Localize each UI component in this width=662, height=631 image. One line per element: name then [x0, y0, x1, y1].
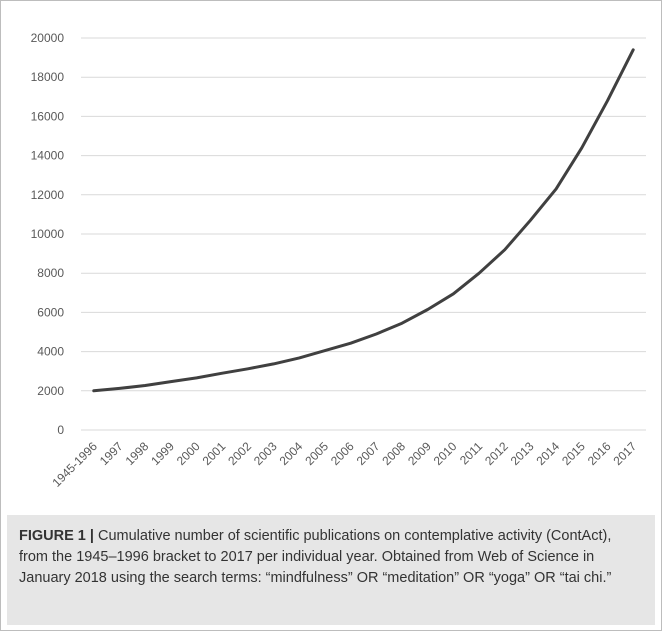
- x-tick-label: 2016: [585, 439, 614, 468]
- y-tick-label: 20000: [31, 31, 65, 45]
- data-point: [632, 49, 634, 51]
- x-tick-label: 2015: [559, 439, 588, 468]
- data-point: [401, 322, 403, 324]
- x-tick-label: 2014: [533, 439, 562, 468]
- figure-caption: FIGURE 1 | Cumulative number of scientif…: [7, 515, 655, 625]
- y-tick-label: 14000: [31, 149, 65, 163]
- data-point: [478, 272, 480, 274]
- x-tick-label: 2005: [302, 439, 331, 468]
- data-point: [555, 188, 557, 190]
- data-point: [93, 390, 95, 392]
- x-tick-label: 2008: [379, 439, 408, 468]
- x-axis-ticks: 1945-19961997199819992000200120022003200…: [49, 439, 639, 490]
- x-tick-label: 2009: [405, 439, 434, 468]
- y-tick-label: 12000: [31, 188, 65, 202]
- data-point: [452, 293, 454, 295]
- data-point: [504, 249, 506, 251]
- x-tick-label: 2006: [328, 439, 357, 468]
- data-point: [247, 368, 249, 370]
- y-tick-label: 16000: [31, 109, 65, 123]
- data-point: [606, 100, 608, 102]
- y-tick-label: 8000: [37, 266, 64, 280]
- data-point: [375, 333, 377, 335]
- x-tick-label: 2007: [354, 439, 383, 468]
- data-point: [144, 385, 146, 387]
- x-tick-label: 2013: [508, 439, 537, 468]
- x-tick-label: 1945-1996: [49, 439, 100, 490]
- y-axis-ticks: 0 2000 4000 6000 8000 10000 12000 14000 16000 180…: [31, 31, 65, 437]
- y-tick-label: 4000: [37, 345, 64, 359]
- data-point: [324, 350, 326, 352]
- y-tick-label: 2000: [37, 384, 64, 398]
- y-tick-label: 18000: [31, 70, 65, 84]
- caption-label: FIGURE 1 |: [19, 528, 94, 544]
- data-point: [273, 363, 275, 365]
- data-point: [119, 387, 121, 389]
- data-point: [298, 357, 300, 359]
- x-tick-label: 2012: [482, 439, 511, 468]
- data-point: [221, 372, 223, 374]
- x-tick-label: 2001: [200, 439, 229, 468]
- x-tick-label: 2017: [610, 439, 639, 468]
- data-point: [196, 377, 198, 379]
- series-group: [92, 48, 635, 393]
- data-point: [529, 219, 531, 221]
- x-tick-label: 2004: [277, 439, 306, 468]
- y-tick-label: 10000: [31, 227, 65, 241]
- x-tick-label: 2002: [225, 439, 254, 468]
- x-tick-label: 2000: [174, 439, 203, 468]
- caption-text: Cumulative number of scientific publicat…: [19, 528, 612, 586]
- x-tick-label: 1999: [148, 439, 177, 468]
- x-tick-label: 1997: [97, 439, 126, 468]
- y-tick-label: 6000: [37, 305, 64, 319]
- y-tick-label: 0: [57, 423, 64, 437]
- gridlines: [81, 37, 646, 431]
- line-chart: 0 2000 4000 6000 8000 10000 12000 14000 16000 180…: [31, 31, 646, 490]
- x-tick-label: 2010: [431, 439, 460, 468]
- x-tick-label: 2003: [251, 439, 280, 468]
- data-point: [427, 308, 429, 310]
- x-tick-label: 1998: [123, 439, 152, 468]
- series-line-0: [92, 48, 635, 393]
- x-tick-label: 2011: [457, 439, 485, 467]
- data-point: [350, 342, 352, 344]
- data-point: [581, 147, 583, 149]
- data-point: [170, 381, 172, 383]
